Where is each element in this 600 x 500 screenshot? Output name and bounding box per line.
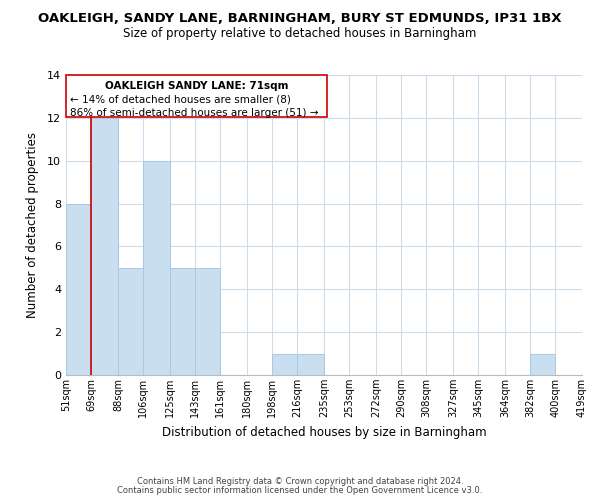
Bar — [118, 268, 143, 375]
Bar — [143, 160, 170, 375]
Bar — [66, 204, 91, 375]
Y-axis label: Number of detached properties: Number of detached properties — [26, 132, 38, 318]
Bar — [272, 354, 298, 375]
Bar — [91, 118, 118, 375]
Text: ← 14% of detached houses are smaller (8): ← 14% of detached houses are smaller (8) — [70, 94, 291, 104]
Bar — [170, 268, 195, 375]
Text: OAKLEIGH, SANDY LANE, BARNINGHAM, BURY ST EDMUNDS, IP31 1BX: OAKLEIGH, SANDY LANE, BARNINGHAM, BURY S… — [38, 12, 562, 26]
Bar — [66, 75, 327, 117]
Bar — [298, 354, 324, 375]
Text: Contains public sector information licensed under the Open Government Licence v3: Contains public sector information licen… — [118, 486, 482, 495]
Text: 86% of semi-detached houses are larger (51) →: 86% of semi-detached houses are larger (… — [70, 108, 319, 118]
Bar — [530, 354, 556, 375]
X-axis label: Distribution of detached houses by size in Barningham: Distribution of detached houses by size … — [161, 426, 487, 438]
Text: Size of property relative to detached houses in Barningham: Size of property relative to detached ho… — [124, 28, 476, 40]
Bar — [195, 268, 220, 375]
Text: Contains HM Land Registry data © Crown copyright and database right 2024.: Contains HM Land Registry data © Crown c… — [137, 477, 463, 486]
Text: OAKLEIGH SANDY LANE: 71sqm: OAKLEIGH SANDY LANE: 71sqm — [104, 82, 288, 92]
